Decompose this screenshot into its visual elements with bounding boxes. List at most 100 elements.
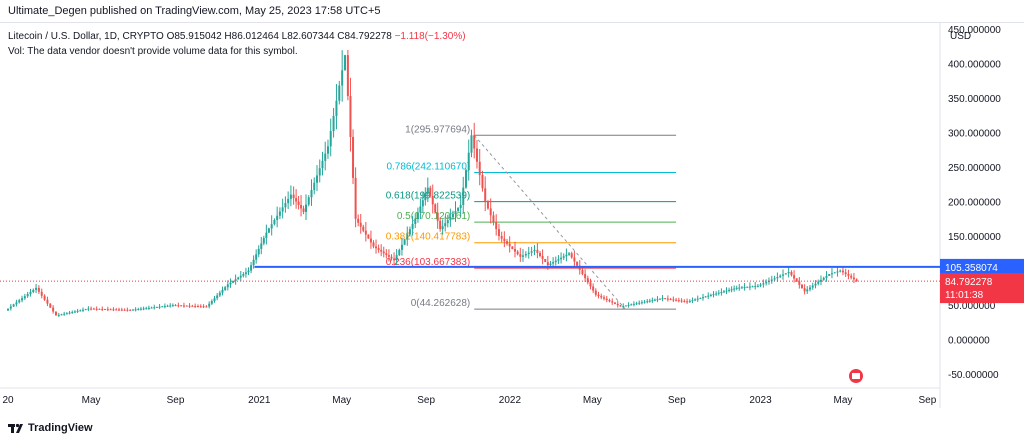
- candle-body: [439, 220, 442, 230]
- candle-body: [751, 286, 754, 288]
- candle-body: [675, 299, 678, 301]
- candle-body: [295, 198, 298, 202]
- candle-body: [329, 131, 332, 147]
- y-tick-label: 350.000000: [948, 94, 1001, 105]
- candle-body: [408, 229, 411, 235]
- candle-body: [188, 305, 191, 307]
- candle-body: [202, 306, 205, 308]
- candle-body: [398, 249, 401, 256]
- y-tick-label: 450.000000: [948, 25, 1001, 36]
- candle-body: [284, 203, 287, 208]
- candle-body: [748, 286, 751, 288]
- candle-body: [570, 253, 573, 258]
- x-tick-label: May: [583, 395, 602, 406]
- candle-body: [387, 255, 390, 257]
- candle-body: [307, 197, 310, 205]
- candle-body: [743, 287, 746, 289]
- candle-body: [486, 201, 489, 209]
- candle-body: [449, 217, 452, 221]
- currency-label: USD: [950, 31, 972, 42]
- candle-body: [57, 314, 60, 316]
- fib-level-label: 0(44.262628): [411, 298, 471, 309]
- candle-body: [115, 309, 118, 311]
- candle-body: [292, 194, 295, 199]
- candle-body: [696, 298, 699, 300]
- candle-body: [208, 303, 211, 307]
- fib-level-label: 0.236(103.667383): [386, 257, 471, 268]
- candle-body: [63, 313, 66, 315]
- candle-body: [134, 309, 137, 311]
- candle-body: [260, 243, 263, 249]
- candle-body: [762, 283, 765, 285]
- candle-body: [828, 274, 831, 276]
- candle-body: [576, 261, 579, 266]
- candle-body: [666, 298, 669, 300]
- candle-body: [586, 278, 589, 283]
- candle-body: [544, 259, 547, 263]
- candle-body: [451, 214, 454, 218]
- candle-body: [717, 292, 720, 294]
- price-chart[interactable]: -50.0000000.00000050.000000100.000000150…: [0, 22, 1024, 408]
- candle-body: [237, 277, 240, 280]
- candle-body: [704, 296, 707, 298]
- y-tick-label: 250.000000: [948, 163, 1001, 174]
- candle-body: [281, 207, 284, 212]
- candle-body: [26, 294, 29, 297]
- candle-body: [524, 254, 527, 256]
- candle-body: [589, 282, 592, 287]
- candle-body: [255, 254, 258, 260]
- candle-body: [841, 270, 844, 273]
- candle-body: [252, 259, 255, 266]
- candle-body: [573, 257, 576, 262]
- candle-body: [852, 277, 855, 280]
- candle-body: [728, 289, 731, 291]
- brand-name: TradingView: [28, 422, 93, 434]
- candle-body: [519, 254, 522, 257]
- candle-body: [765, 282, 768, 284]
- candle-body: [787, 271, 790, 274]
- candle-body: [101, 308, 104, 310]
- candle-body: [191, 305, 194, 307]
- candle-body: [541, 255, 544, 260]
- candle-body: [318, 168, 321, 176]
- candle-body: [341, 70, 344, 86]
- candle-body: [213, 298, 216, 301]
- candle-body: [403, 239, 406, 245]
- candle-body: [605, 298, 608, 300]
- candle-body: [411, 223, 414, 230]
- candle-body: [161, 306, 164, 308]
- candle-body: [434, 204, 437, 213]
- candle-body: [560, 257, 563, 260]
- candle-body: [664, 298, 667, 300]
- candle-body: [421, 200, 424, 207]
- candle-body: [302, 208, 305, 212]
- candle-body: [199, 306, 202, 308]
- candle-body: [536, 249, 539, 253]
- candle-body: [508, 243, 511, 247]
- candle-body: [830, 273, 833, 275]
- candle-body: [656, 299, 659, 301]
- candle-body: [310, 190, 313, 198]
- candle-body: [375, 246, 378, 249]
- candle-body: [722, 291, 725, 293]
- candle-body: [216, 295, 219, 299]
- candle-body: [344, 55, 347, 71]
- candle-body: [385, 253, 388, 256]
- candle-body: [530, 251, 533, 253]
- candle-body: [740, 287, 743, 289]
- candle-body: [506, 241, 509, 244]
- candle-body: [489, 208, 492, 216]
- chart-frame[interactable]: -50.0000000.00000050.000000100.000000150…: [0, 22, 1024, 408]
- candle-body: [661, 298, 664, 300]
- candle-body: [527, 252, 530, 255]
- candle-body: [546, 262, 549, 266]
- candle-body: [725, 290, 728, 292]
- chart-legend: Litecoin / U.S. Dollar, 1D, CRYPTO O85.9…: [8, 31, 466, 42]
- candle-body: [324, 153, 327, 161]
- candle-body: [738, 287, 741, 289]
- candle-body: [118, 309, 121, 311]
- candle-body: [624, 305, 627, 307]
- candle-body: [759, 284, 762, 286]
- candle-body: [733, 288, 736, 290]
- candle-body: [497, 229, 500, 237]
